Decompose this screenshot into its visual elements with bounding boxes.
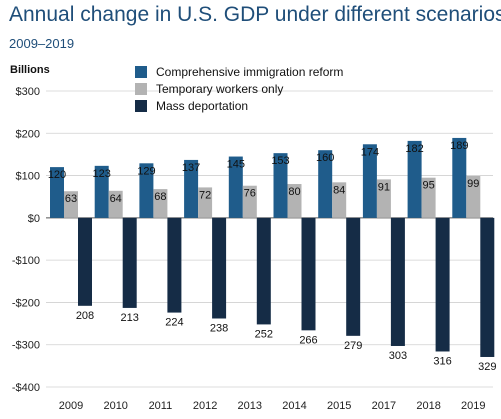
data-label: 137 bbox=[182, 162, 200, 174]
y-tick-label: $0 bbox=[28, 213, 40, 225]
legend-swatch bbox=[135, 100, 147, 112]
bar bbox=[242, 185, 257, 218]
legend-label: Comprehensive immigration reform bbox=[156, 65, 343, 79]
bar bbox=[301, 217, 316, 331]
bar bbox=[318, 150, 333, 218]
data-label: 213 bbox=[121, 312, 139, 324]
data-label: 123 bbox=[93, 168, 111, 180]
data-label: 120 bbox=[48, 169, 66, 181]
x-tick-label: 2013 bbox=[238, 400, 262, 412]
data-label: 91 bbox=[378, 181, 390, 193]
data-label: 266 bbox=[299, 334, 317, 346]
bar bbox=[407, 140, 422, 218]
bar bbox=[332, 182, 347, 218]
data-label: 84 bbox=[333, 184, 345, 196]
data-label: 329 bbox=[478, 361, 496, 373]
bar bbox=[390, 217, 405, 346]
bar bbox=[50, 167, 64, 218]
data-label: 64 bbox=[110, 193, 122, 205]
legend: Comprehensive immigration reform Temporar… bbox=[135, 65, 343, 113]
data-label: 68 bbox=[154, 191, 166, 203]
y-tick-label: $100 bbox=[16, 171, 40, 183]
data-label: 208 bbox=[76, 310, 94, 322]
x-axis-ticks: 2009 2010 2011 2012 2013 2014 2015 2017 2018 2019 bbox=[59, 400, 486, 412]
bar bbox=[466, 175, 481, 218]
bar bbox=[273, 153, 288, 218]
bar bbox=[64, 191, 78, 218]
data-label: 279 bbox=[344, 340, 362, 352]
bar bbox=[122, 217, 137, 308]
bar bbox=[362, 144, 377, 218]
bar bbox=[287, 184, 302, 218]
data-label: 303 bbox=[389, 350, 407, 362]
bar bbox=[435, 217, 450, 352]
x-tick-label: 2018 bbox=[416, 400, 440, 412]
data-label: 224 bbox=[165, 317, 183, 329]
x-tick-label: 2017 bbox=[372, 400, 396, 412]
y-tick-label: -$300 bbox=[12, 340, 40, 352]
bar bbox=[376, 179, 391, 218]
legend-label: Mass deportation bbox=[156, 99, 248, 113]
y-tick-label: -$100 bbox=[12, 255, 40, 267]
x-tick-label: 2009 bbox=[59, 400, 83, 412]
x-tick-label: 2010 bbox=[103, 400, 127, 412]
bar bbox=[212, 217, 227, 319]
bar bbox=[346, 217, 361, 336]
bars bbox=[50, 137, 495, 357]
data-label: 316 bbox=[433, 355, 451, 367]
bar bbox=[139, 163, 154, 218]
legend-swatch bbox=[135, 83, 147, 95]
x-tick-label: 2015 bbox=[327, 400, 351, 412]
bar bbox=[256, 217, 271, 325]
chart-title: Annual change in U.S. GDP under differen… bbox=[9, 3, 501, 26]
data-label: 252 bbox=[255, 328, 273, 340]
data-label: 189 bbox=[450, 140, 468, 152]
x-tick-label: 2014 bbox=[282, 400, 306, 412]
y-tick-label: -$200 bbox=[12, 297, 40, 309]
data-labels: 120 63 208 123 64 213 129 68 224 137 72 238 145 76 252… bbox=[48, 140, 497, 373]
x-tick-label: 2012 bbox=[193, 400, 217, 412]
data-label: 80 bbox=[288, 186, 300, 198]
data-label: 182 bbox=[405, 143, 423, 155]
data-label: 63 bbox=[65, 193, 77, 205]
bar bbox=[78, 217, 92, 306]
y-tick-label: -$400 bbox=[12, 382, 40, 394]
bar bbox=[184, 159, 199, 218]
bar bbox=[167, 217, 182, 313]
y-axis-label: Billions bbox=[10, 64, 50, 76]
bar bbox=[421, 177, 436, 218]
x-tick-label: 2019 bbox=[461, 400, 485, 412]
bar bbox=[94, 165, 109, 218]
chart-subtitle: 2009–2019 bbox=[9, 36, 75, 51]
y-tick-label: $300 bbox=[16, 86, 40, 98]
data-label: 160 bbox=[316, 152, 334, 164]
bar bbox=[198, 187, 213, 218]
bar bbox=[452, 137, 467, 218]
data-label: 99 bbox=[467, 178, 479, 190]
bar bbox=[480, 217, 495, 357]
bar bbox=[108, 190, 123, 218]
legend-label: Temporary workers only bbox=[156, 82, 283, 96]
x-tick-label: 2011 bbox=[149, 400, 173, 412]
data-label: 72 bbox=[199, 189, 211, 201]
data-label: 129 bbox=[137, 165, 155, 177]
data-label: 95 bbox=[422, 180, 434, 192]
bar bbox=[153, 189, 168, 218]
data-label: 145 bbox=[227, 159, 245, 171]
legend-swatch bbox=[135, 66, 147, 78]
y-tick-label: $200 bbox=[16, 128, 40, 140]
data-label: 174 bbox=[361, 146, 379, 158]
data-label: 153 bbox=[271, 155, 289, 167]
data-label: 238 bbox=[210, 322, 228, 334]
data-label: 76 bbox=[244, 188, 256, 200]
bar bbox=[228, 156, 243, 218]
y-axis-ticks: $300 $200 $100 $0 -$100 -$200 -$300 -$400 bbox=[12, 86, 40, 394]
